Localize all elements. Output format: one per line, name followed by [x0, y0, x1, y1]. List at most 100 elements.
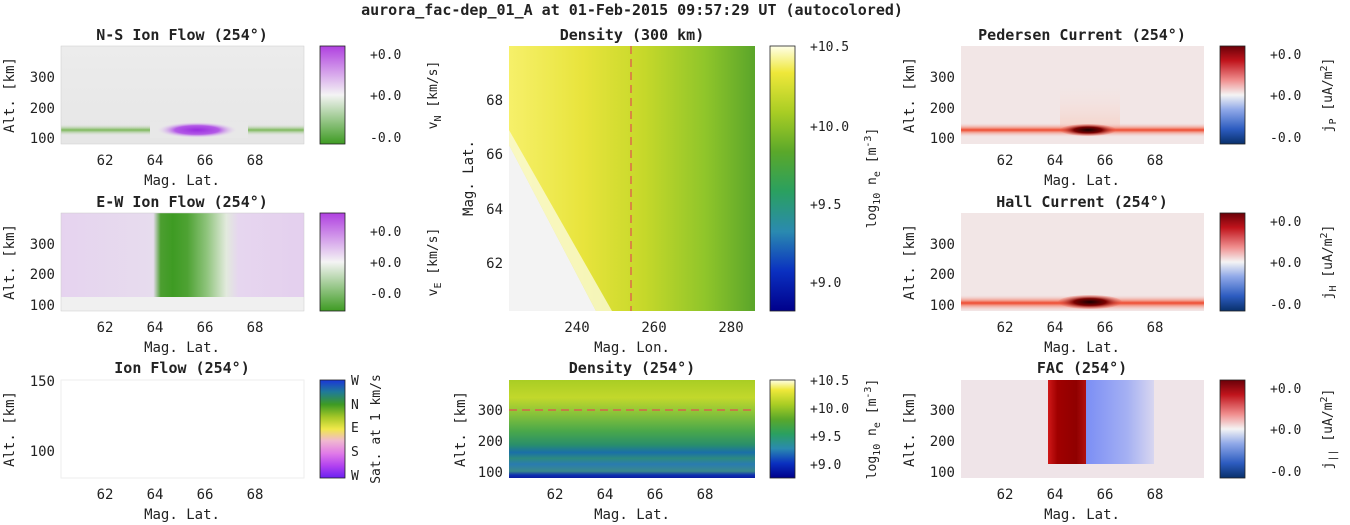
- panel-hall-current: Hall Current (254°) 62 64 66 68 100 200 …: [902, 193, 1339, 356]
- colorbar-label: vE [km/s]: [426, 228, 444, 297]
- x-tick-label: 240: [564, 320, 589, 336]
- x-axis-label: Mag. Lat.: [144, 173, 220, 189]
- heatmap-ns-purple-blob: [157, 122, 237, 138]
- y-tick-label: 300: [930, 237, 955, 253]
- colorbar-tick: +9.5: [810, 430, 841, 445]
- y-ticks: 100 200 300: [30, 70, 55, 147]
- panel-fac: FAC (254°) 62 64 66 68 100 200 300 Mag. …: [902, 359, 1339, 523]
- x-ticks: 62 64 66 68: [547, 487, 714, 503]
- x-ticks: 62 64 66 68: [97, 320, 264, 336]
- x-tick-label: 280: [718, 320, 743, 336]
- x-tick-label: 64: [1047, 320, 1064, 336]
- x-tick-label: 66: [197, 487, 214, 503]
- y-tick-label: 200: [930, 434, 955, 450]
- colorbar-tick: +0.0: [370, 48, 401, 63]
- y-tick-label: 68: [486, 93, 503, 109]
- colorbar: +10.5 +10.0 +9.5 +9.0 log10 ne [m-3]: [769, 374, 883, 479]
- heatmap-ew-bottom-strip: [61, 297, 304, 311]
- colorbar: +10.5 +10.0 +9.5 +9.0 log10 ne [m-3]: [769, 40, 883, 312]
- y-axis-label: Mag. Lat.: [461, 140, 477, 216]
- y-tick-label: 66: [486, 147, 503, 163]
- x-tick-label: 64: [147, 153, 164, 169]
- panel-title: FAC (254°): [1037, 359, 1127, 377]
- heatmap-density-alt-background: [509, 380, 755, 478]
- heatmap-hall-background: [961, 213, 1204, 311]
- x-tick-label: 68: [247, 320, 264, 336]
- y-tick-label: 200: [930, 267, 955, 283]
- y-axis-label: Alt. [km]: [2, 57, 18, 133]
- y-tick-label: 200: [30, 101, 55, 117]
- colorbar-gradient: [319, 212, 346, 312]
- colorbar-tick: +0.0: [1270, 89, 1301, 104]
- y-tick-label: 100: [930, 298, 955, 314]
- panel-pedersen-current: Pedersen Current (254°) 62 64 66 68 100 …: [902, 26, 1339, 189]
- y-axis-label: Alt. [km]: [2, 224, 18, 300]
- x-tick-label: 64: [147, 487, 164, 503]
- colorbar-label: j|| [uA/m2]: [1319, 389, 1339, 470]
- panel-title: Density (300 km): [560, 26, 705, 44]
- y-ticks: 62 64 66 68: [486, 93, 503, 272]
- colorbar-gradient: [1219, 379, 1246, 479]
- x-ticks: 62 64 66 68: [997, 487, 1164, 503]
- y-axis-label: Alt. [km]: [902, 391, 918, 467]
- colorbar-tick: +0.0: [1270, 256, 1301, 271]
- x-tick-label: 68: [1147, 487, 1164, 503]
- x-tick-label: 66: [197, 320, 214, 336]
- x-tick-label: 66: [197, 153, 214, 169]
- colorbar-label: jH [uA/m2]: [1319, 225, 1339, 300]
- y-ticks: 100 200 300: [930, 237, 955, 314]
- x-tick-label: 68: [1147, 320, 1164, 336]
- colorbar-tick: E: [351, 421, 359, 436]
- heatmap-ew-background: [61, 213, 304, 311]
- x-tick-label: 68: [247, 153, 264, 169]
- colorbar-tick: +10.0: [810, 402, 849, 417]
- colorbar-tick: W: [351, 374, 359, 389]
- y-axis-label: Alt. [km]: [453, 391, 469, 467]
- x-tick-label: 66: [647, 487, 664, 503]
- colorbar-tick: -0.0: [370, 287, 401, 302]
- y-tick-label: 200: [478, 434, 503, 450]
- x-axis-label: Mag. Lat.: [1044, 173, 1120, 189]
- x-tick-label: 64: [147, 320, 164, 336]
- heatmap-fac-blue-column: [1086, 380, 1154, 464]
- heatmap-hall-core: [1058, 295, 1122, 309]
- panel-ion-flow: Ion Flow (254°) 62 64 66 68 100 150 Mag.…: [2, 359, 384, 523]
- x-axis-label: Mag. Lat.: [594, 507, 670, 523]
- colorbar-gradient: [769, 45, 796, 312]
- colorbar-tick: +9.0: [810, 276, 841, 291]
- colorbar-tick: +9.5: [810, 198, 841, 213]
- y-tick-label: 64: [486, 202, 503, 218]
- colorbar: +0.0 +0.0 -0.0 vN [km/s]: [319, 45, 444, 146]
- panel-density-300km: Density (300 km) 240 260 280 62 64 66 68…: [461, 26, 883, 356]
- x-tick-label: 62: [547, 487, 564, 503]
- x-tick-label: 62: [997, 487, 1014, 503]
- heatmap-density-300-edge-glow: [509, 130, 612, 311]
- panel-title: Pedersen Current (254°): [978, 26, 1186, 44]
- colorbar-gradient: [1219, 45, 1246, 145]
- figure-suptitle: aurora_fac-dep_01_A at 01-Feb-2015 09:57…: [361, 1, 903, 19]
- colorbar-label: log10 ne [m-3]: [863, 128, 883, 229]
- y-ticks: 100 150: [30, 374, 55, 460]
- colorbar-label: vN [km/s]: [426, 61, 444, 130]
- colorbar-gradient: [769, 379, 796, 479]
- heatmap-pedersen-core: [1060, 124, 1116, 136]
- y-axis-label: Alt. [km]: [902, 224, 918, 300]
- colorbar: +0.0 +0.0 -0.0 jH [uA/m2]: [1219, 212, 1339, 313]
- panel-title: E-W Ion Flow (254°): [96, 193, 268, 211]
- colorbar-tick: +10.0: [810, 120, 849, 135]
- panel-ew-ion-flow: E-W Ion Flow (254°) 62 64 66 68 100 200 …: [2, 193, 444, 356]
- x-axis-label: Mag. Lat.: [144, 340, 220, 356]
- y-axis-label: Alt. [km]: [2, 391, 18, 467]
- colorbar-tick: +0.0: [1270, 423, 1301, 438]
- y-tick-label: 62: [486, 256, 503, 272]
- x-ticks: 62 64 66 68: [97, 487, 264, 503]
- x-ticks: 62 64 66 68: [97, 153, 264, 169]
- x-tick-label: 62: [997, 320, 1014, 336]
- x-tick-label: 66: [1097, 487, 1114, 503]
- y-tick-label: 100: [30, 444, 55, 460]
- panel-title: N-S Ion Flow (254°): [96, 26, 268, 44]
- y-tick-label: 300: [30, 237, 55, 253]
- heatmap-pedersen-band-left: [961, 123, 1050, 137]
- heatmap-fac-red-column: [1048, 380, 1086, 464]
- x-tick-label: 66: [1097, 153, 1114, 169]
